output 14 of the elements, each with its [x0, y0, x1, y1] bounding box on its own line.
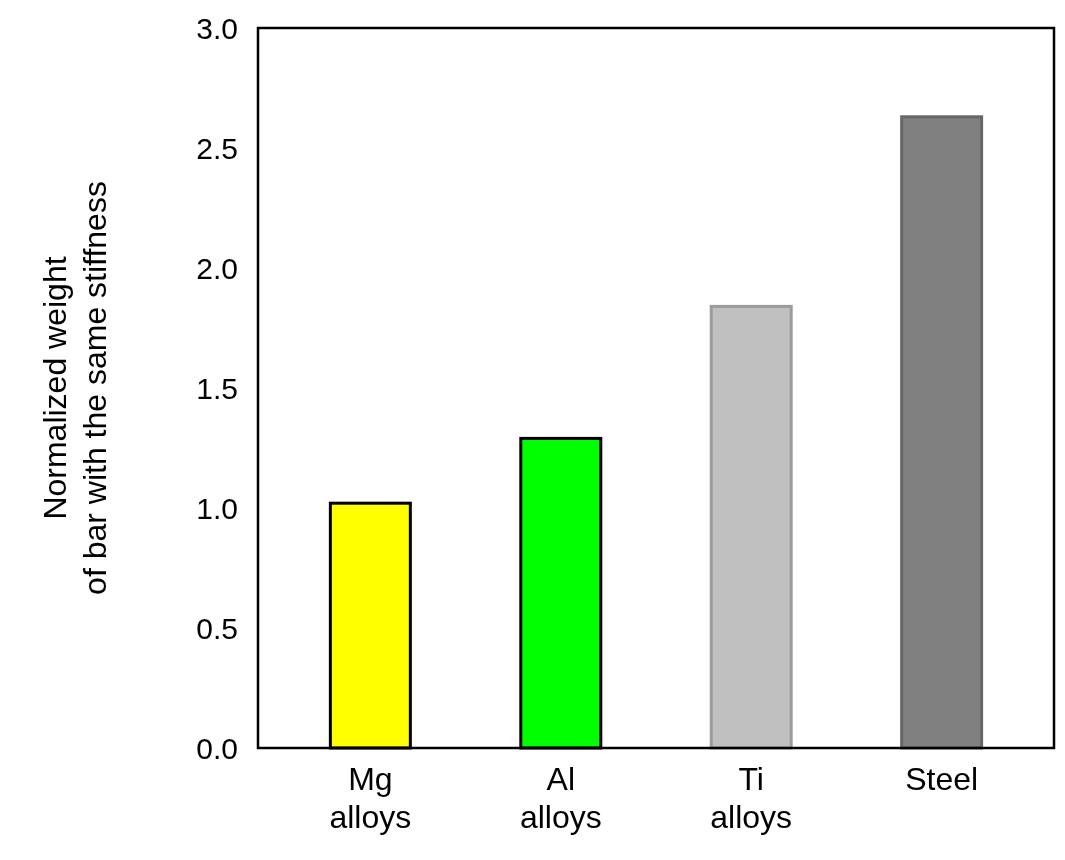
- x-tick-label: Mg alloys: [329, 761, 412, 835]
- y-tick-label: 2.0: [196, 251, 238, 285]
- y-tick-label: 2.5: [196, 131, 238, 165]
- bar: [900, 115, 984, 750]
- bar: [709, 304, 793, 750]
- y-tick-label: 0.5: [196, 611, 238, 645]
- x-tick-label: Al alloys: [519, 761, 602, 835]
- y-tick-label: 1.5: [196, 371, 238, 405]
- y-tick-label: 1.0: [196, 491, 238, 525]
- y-tick-label: 0.0: [196, 731, 238, 765]
- y-tick-label: 3.0: [196, 11, 238, 45]
- x-tick-label: Ti alloys: [710, 761, 793, 835]
- x-tick-label: Steel: [905, 761, 979, 797]
- y-axis-title: Normalized weight of bar with the same stiffness: [37, 181, 113, 595]
